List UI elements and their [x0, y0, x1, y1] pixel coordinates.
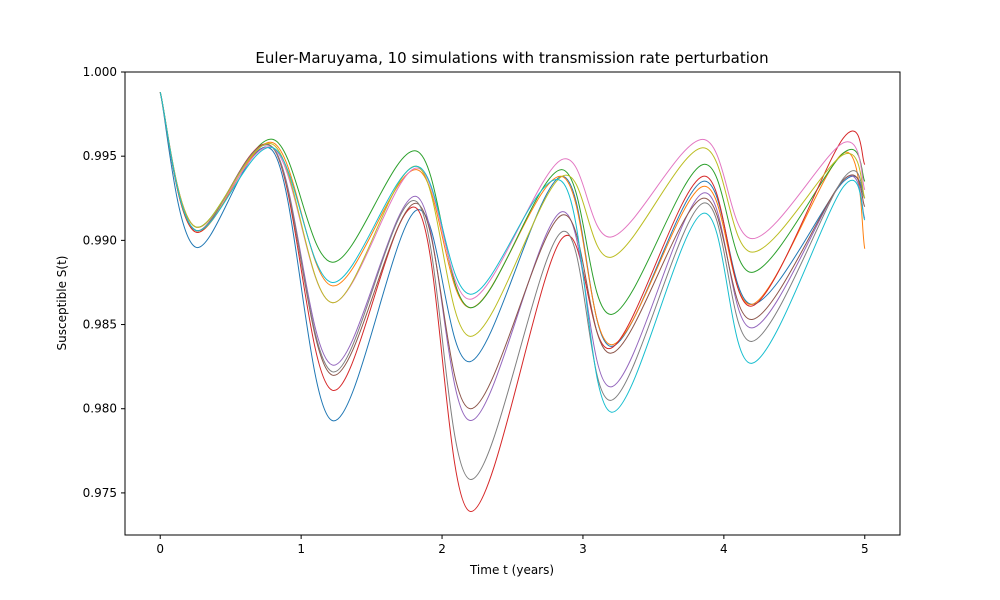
y-axis-label: Susceptible S(t): [55, 256, 69, 351]
y-tick-label: 0.990: [83, 233, 117, 247]
series-line-7: [159, 92, 866, 304]
y-tick-label: 0.980: [83, 402, 117, 416]
y-tick-label: 0.985: [83, 318, 117, 332]
x-tick-label: 4: [720, 542, 728, 556]
plot-frame: [124, 71, 901, 536]
y-tick-label: 0.975: [83, 486, 117, 500]
y-tick-label: 1.000: [83, 65, 117, 79]
series-line-10: [159, 92, 866, 413]
series-line-3: [159, 92, 866, 315]
x-tick-label: 1: [297, 542, 305, 556]
x-axis-label: Time t (years): [469, 563, 554, 577]
y-axis: 0.975 0.980 0.985 0.990 0.995 1.000: [83, 65, 125, 500]
series-line-2: [159, 92, 866, 346]
x-tick-label: 5: [861, 542, 869, 556]
x-tick-label: 0: [156, 542, 164, 556]
y-tick-label: 0.995: [83, 149, 117, 163]
chart-title: Euler-Maruyama, 10 simulations with tran…: [255, 49, 768, 67]
series-line-9: [159, 92, 866, 337]
x-tick-label: 3: [579, 542, 587, 556]
series-line-1: [159, 92, 866, 422]
series-group: [159, 92, 866, 512]
x-tick-label: 2: [438, 542, 446, 556]
x-axis: 0 1 2 3 4 5: [156, 535, 869, 556]
